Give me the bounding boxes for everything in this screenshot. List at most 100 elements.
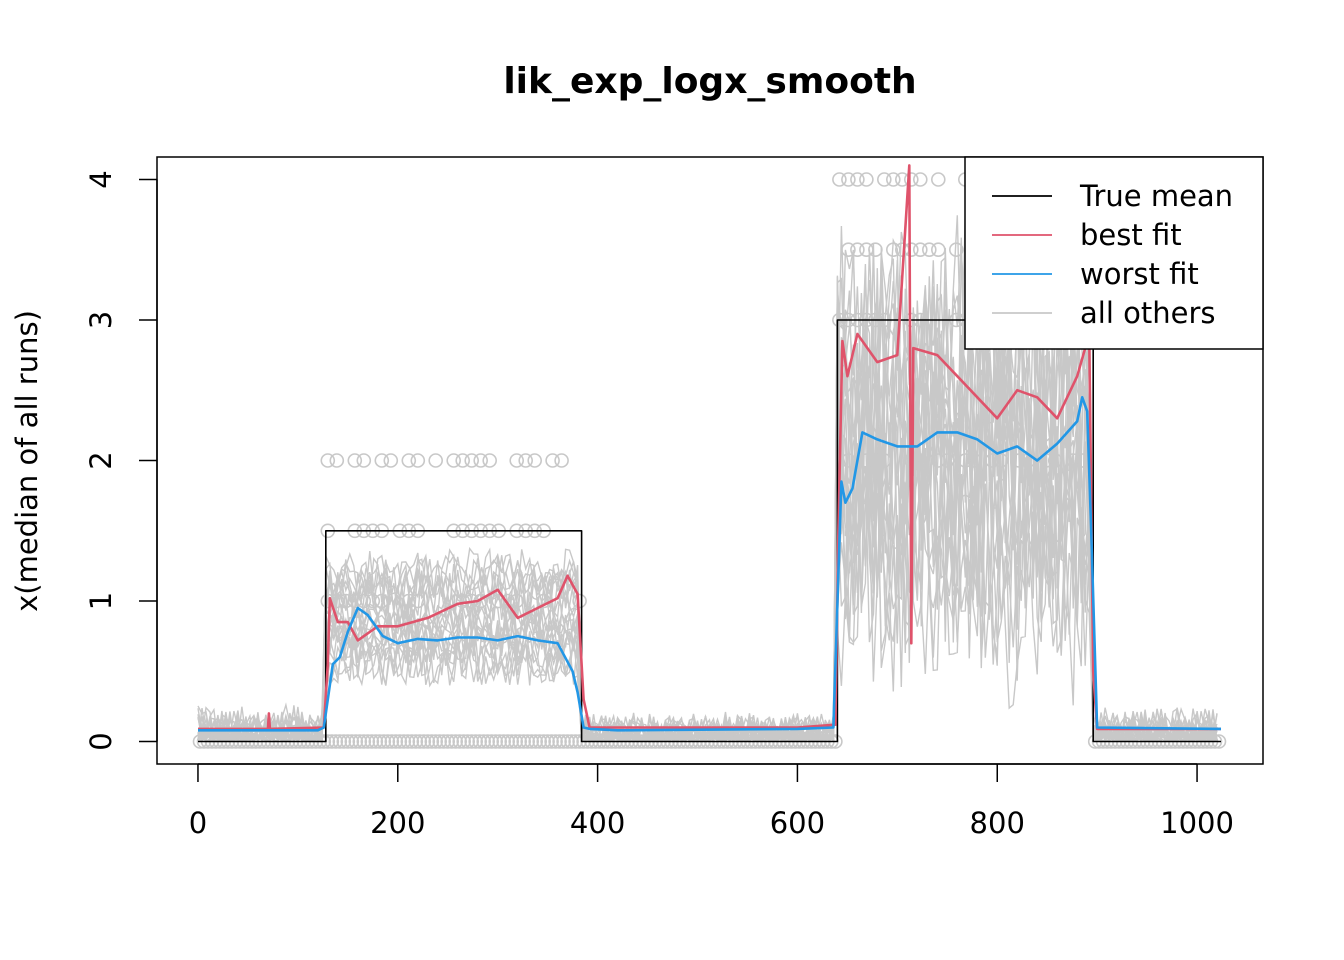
- observation-point: [524, 734, 540, 749]
- observation-point: [508, 734, 524, 749]
- observation-point: [948, 242, 964, 257]
- chart-title: lik_exp_logx_smooth: [503, 61, 916, 102]
- observation-point: [548, 734, 563, 749]
- x-tick-label: 0: [189, 806, 207, 840]
- observation-point: [528, 734, 544, 749]
- x-axis: 0 200 400 600 800 1000: [189, 763, 1234, 840]
- observation-point: [365, 593, 381, 609]
- best-fit-line: [198, 164, 1221, 731]
- observation-point: [957, 453, 973, 468]
- observation-point: [859, 453, 874, 468]
- y-tick-label: 2: [84, 451, 118, 469]
- observation-point: [912, 172, 928, 187]
- observation-point: [993, 453, 1009, 468]
- observation-point: [476, 734, 492, 749]
- observation-point: [440, 734, 456, 749]
- observation-point: [544, 734, 559, 749]
- observation-point: [850, 242, 865, 257]
- observation-point: [560, 734, 575, 749]
- observation-point: [509, 453, 525, 468]
- observation-point: [540, 734, 555, 749]
- observation-point: [340, 734, 356, 749]
- observation-point: [1011, 453, 1027, 468]
- observation-point: [364, 734, 380, 749]
- observation-point: [455, 453, 471, 468]
- y-tick-label: 3: [84, 311, 118, 329]
- best-fit-series-group: [198, 164, 1221, 731]
- all-others-run-line: [197, 419, 1218, 744]
- legend-label: best fit: [1080, 218, 1182, 252]
- observation-point: [509, 593, 525, 609]
- observation-point: [930, 453, 946, 468]
- observation-point: [518, 453, 534, 468]
- observation-point: [352, 734, 368, 749]
- observation-point: [930, 172, 946, 187]
- observation-point: [368, 734, 384, 749]
- observation-point: [1065, 453, 1081, 468]
- observation-point: [436, 734, 452, 749]
- observation-point: [536, 734, 552, 749]
- observation-point: [841, 172, 856, 187]
- observation-point: [484, 734, 500, 749]
- y-tick-label: 0: [84, 732, 118, 750]
- observation-point: [401, 453, 417, 468]
- observation-point: [556, 734, 571, 749]
- observation-point: [482, 453, 498, 468]
- observation-point: [408, 734, 424, 749]
- observation-point: [396, 734, 412, 749]
- observation-point: [374, 593, 390, 609]
- observation-point: [1047, 453, 1063, 468]
- y-axis-label: x(median of all runs): [10, 310, 44, 612]
- observation-point: [832, 172, 847, 187]
- observation-point: [859, 172, 874, 187]
- observation-point: [868, 453, 883, 468]
- observation-point: [392, 734, 408, 749]
- observation-point: [841, 242, 856, 257]
- observation-point: [460, 734, 476, 749]
- observation-point: [876, 453, 892, 468]
- observation-point: [850, 172, 865, 187]
- observation-point: [383, 453, 399, 468]
- worst-fit-series-group: [198, 395, 1222, 732]
- observation-point: [420, 734, 436, 749]
- observation-point: [545, 453, 560, 468]
- observation-point: [527, 453, 543, 468]
- observation-point: [347, 593, 363, 609]
- observation-point: [488, 734, 504, 749]
- observation-point: [564, 734, 579, 749]
- observation-point: [912, 242, 928, 257]
- legend-box: [964, 156, 1264, 350]
- observation-point: [336, 734, 352, 749]
- observation-point: [903, 172, 919, 187]
- observation-point: [446, 453, 462, 468]
- legend-label: True mean: [1079, 179, 1233, 213]
- observation-point: [347, 453, 363, 468]
- observation-point: [320, 453, 336, 468]
- observation-point: [868, 242, 883, 257]
- observation-point: [400, 734, 416, 749]
- observation-point: [424, 734, 440, 749]
- observation-point: [473, 453, 489, 468]
- observation-point: [464, 453, 480, 468]
- legend-label: worst fit: [1080, 257, 1199, 291]
- x-tick-label: 800: [970, 806, 1025, 840]
- x-tick-label: 200: [370, 806, 425, 840]
- observation-point: [376, 734, 392, 749]
- observation-point: [504, 734, 520, 749]
- observation-point: [500, 593, 516, 609]
- observation-point: [356, 593, 372, 609]
- true-mean-line: [198, 319, 1221, 743]
- observation-point: [444, 734, 460, 749]
- legend-label: all others: [1080, 296, 1215, 330]
- observation-point: [885, 242, 901, 257]
- legend: True mean best fit worst fit all others: [964, 156, 1264, 350]
- observation-point: [966, 453, 982, 468]
- observation-point: [480, 734, 496, 749]
- observation-point: [492, 734, 508, 749]
- observation-point: [432, 734, 448, 749]
- observation-point: [401, 593, 417, 609]
- observation-point: [876, 172, 892, 187]
- observation-point: [921, 242, 937, 257]
- observation-point: [329, 453, 345, 468]
